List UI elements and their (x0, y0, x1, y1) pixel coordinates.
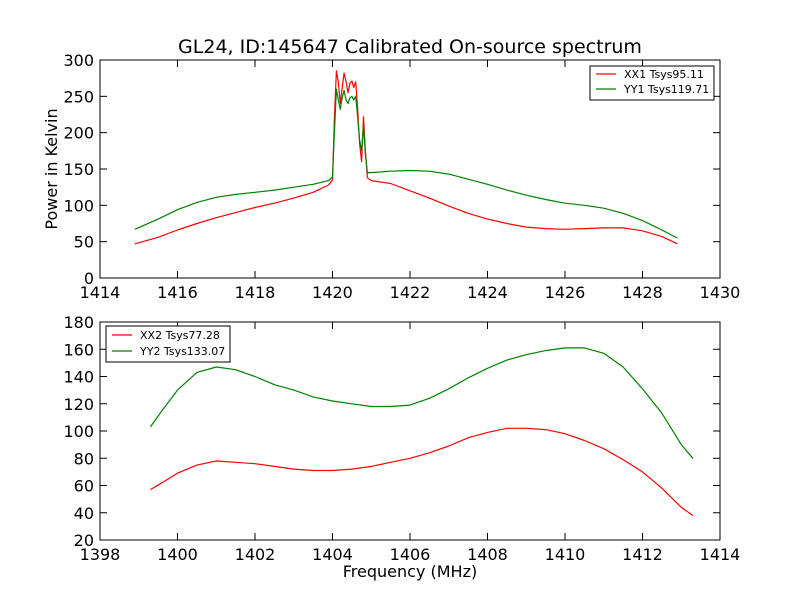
legend-label-yy1: YY1 Tsys119.71 (623, 83, 709, 96)
bottom-x-tick-label: 1410 (545, 545, 586, 564)
top-x-tick-label: 1428 (622, 283, 663, 302)
bottom-x-tick-label: 1412 (622, 545, 663, 564)
chart-title: GL24, ID:145647 Calibrated On-source spe… (178, 36, 642, 58)
bottom-x-tick-label: 1398 (80, 545, 121, 564)
bottom-y-tick-label: 20 (74, 531, 94, 550)
bottom-y-tick-label: 60 (74, 477, 94, 496)
bottom-y-tick-label: 180 (63, 313, 94, 332)
top-series-line-xx1 (134, 70, 678, 245)
bottom-plot: 1398 1400 1402 1404 1406 1408 1410 1412 1414 20 40… (63, 313, 740, 581)
top-y-tick-label: 250 (63, 87, 94, 106)
bottom-x-tick-label: 1404 (312, 545, 353, 564)
bottom-plot-x-axis-label: Frequency (MHz) (343, 562, 477, 581)
top-y-tick-label: 0 (84, 269, 94, 288)
bottom-x-tick-label: 1402 (235, 545, 276, 564)
top-y-tick-label: 150 (63, 160, 94, 179)
top-x-tick-label: 1418 (235, 283, 276, 302)
legend-label-yy2: YY2 Tsys133.07 (139, 345, 225, 358)
top-x-tick-label: 1426 (545, 283, 586, 302)
top-plot-ticks: 1414 1416 1418 1420 1422 1424 1426 1428 1430 0 50 1… (63, 51, 740, 302)
top-y-tick-label: 50 (74, 233, 94, 252)
bottom-x-tick-label: 1408 (467, 545, 508, 564)
bottom-y-tick-label: 120 (63, 395, 94, 414)
bottom-y-tick-label: 80 (74, 449, 94, 468)
top-y-tick-label: 100 (63, 196, 94, 215)
top-x-tick-label: 1420 (312, 283, 353, 302)
bottom-y-tick-label: 40 (74, 504, 94, 523)
top-series-line-yy1 (134, 88, 678, 239)
top-y-tick-label: 300 (63, 51, 94, 70)
bottom-series-line-yy2 (149, 347, 694, 459)
top-plot-legend: XX1 Tsys95.11 YY1 Tsys119.71 (589, 65, 715, 101)
bottom-series-line-xx2 (150, 427, 694, 516)
bottom-y-tick-label: 140 (63, 368, 94, 387)
top-x-tick-label: 1424 (467, 283, 508, 302)
bottom-x-tick-label: 1414 (700, 545, 741, 564)
bottom-plot-series-layer (149, 347, 694, 516)
legend-label-xx2: XX2 Tsys77.28 (140, 329, 220, 342)
top-x-tick-label: 1414 (80, 283, 121, 302)
top-plot-legend-box (589, 65, 715, 101)
top-plot-y-axis-label: Power in Kelvin (42, 108, 61, 229)
bottom-y-tick-label: 100 (63, 422, 94, 441)
top-x-tick-label: 1422 (390, 283, 431, 302)
bottom-plot-legend-box (105, 325, 231, 363)
top-plot: 1414 1416 1418 1420 1422 1424 1426 1428 1430 0 50 1… (42, 51, 740, 302)
top-plot-series-layer (134, 70, 678, 245)
top-y-tick-label: 200 (63, 124, 94, 143)
bottom-y-tick-label: 160 (63, 340, 94, 359)
top-x-tick-label: 1416 (157, 283, 198, 302)
bottom-x-tick-label: 1400 (157, 545, 198, 564)
legend-label-xx1: XX1 Tsys95.11 (624, 68, 704, 81)
bottom-plot-legend: XX2 Tsys77.28 YY2 Tsys133.07 (105, 325, 231, 363)
top-x-tick-label: 1430 (700, 283, 741, 302)
bottom-x-tick-label: 1406 (390, 545, 431, 564)
